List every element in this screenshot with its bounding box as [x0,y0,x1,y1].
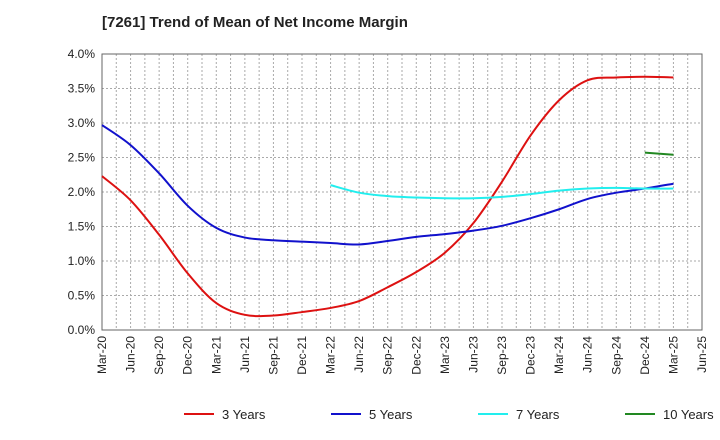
series-line-5-years [101,124,674,246]
x-tick-label: Jun-23 [466,336,480,373]
y-tick-label: 4.0% [68,47,96,61]
x-tick-label: Dec-22 [409,336,423,375]
legend-label-7-years: 7 Years [516,407,560,422]
x-tick-label: Jun-22 [352,336,366,373]
x-tick-label: Jun-24 [581,336,595,373]
series-line-10-years [644,151,674,156]
legend-label-3-years: 3 Years [222,407,266,422]
x-tick-label: Sep-22 [381,336,395,375]
y-tick-label: 0.5% [68,289,96,303]
x-tick-label: Sep-20 [152,336,166,375]
x-tick-label: Dec-21 [295,336,309,375]
legend-label-10-years: 10 Years [663,407,714,422]
x-tick-label: Jun-25 [695,336,709,373]
legend-label-5-years: 5 Years [369,407,413,422]
x-tick-label: Mar-22 [324,336,338,374]
x-tick-label: Sep-23 [495,336,509,375]
x-tick-label: Sep-21 [266,336,280,375]
x-tick-label: Dec-24 [638,336,652,375]
x-tick-label: Mar-20 [95,336,109,374]
x-tick-label: Mar-23 [438,336,452,374]
x-tick-label: Jun-20 [124,336,138,373]
plot-border [101,53,703,331]
x-tick-label: Mar-24 [552,336,566,374]
x-tick-label: Dec-20 [181,336,195,375]
series-line-7-years [330,184,674,200]
y-tick-label: 3.0% [68,116,96,130]
y-tick-label: 2.5% [68,151,96,165]
y-tick-label: 1.0% [68,254,96,268]
series-line-3-years [101,75,674,318]
y-tick-label: 2.0% [68,185,96,199]
y-tick-label: 3.5% [68,82,96,96]
y-tick-label: 0.0% [68,323,96,337]
chart-title: [7261] Trend of Mean of Net Income Margi… [102,14,408,31]
x-tick-label: Mar-21 [209,336,223,374]
x-tick-label: Jun-21 [238,336,252,373]
x-tick-label: Sep-24 [609,336,623,375]
x-tick-label: Dec-23 [524,336,538,375]
x-tick-label: Mar-25 [666,336,680,374]
y-tick-label: 1.5% [68,220,96,234]
